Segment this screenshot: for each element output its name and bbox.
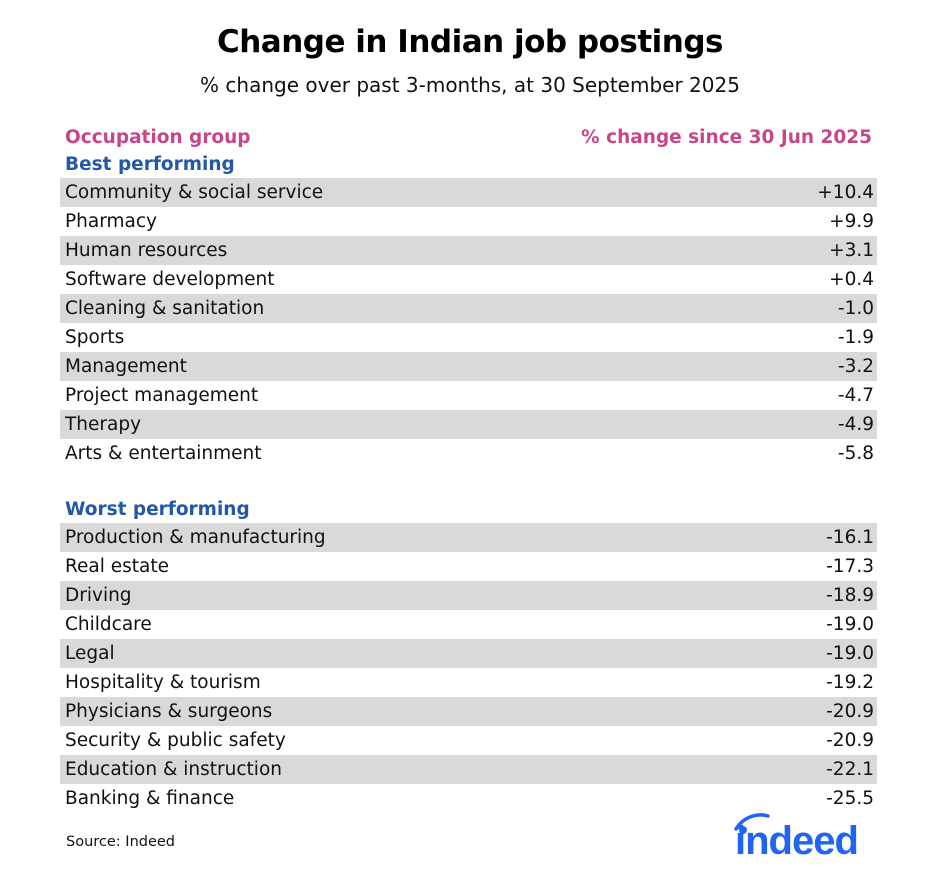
table-row: Software development +0.4 xyxy=(60,265,877,294)
percent-change-value: -20.9 xyxy=(826,701,874,722)
table-row: Banking & finance -25.5 xyxy=(60,784,877,813)
occupation-name: Legal xyxy=(65,643,115,664)
table-row: Physicians & surgeons -20.9 xyxy=(60,697,877,726)
table-row: Production & manufacturing -16.1 xyxy=(60,523,877,552)
percent-change-value: -1.9 xyxy=(837,327,874,348)
table-row: Community & social service +10.4 xyxy=(60,178,877,207)
percent-change-value: -4.9 xyxy=(837,414,874,435)
occupation-name: Project management xyxy=(65,385,259,406)
column-header-change: % change since 30 Jun 2025 xyxy=(581,127,872,148)
percent-change-value: +10.4 xyxy=(817,182,874,203)
occupation-name: Banking & finance xyxy=(65,788,235,809)
table-header: Occupation group % change since 30 Jun 2… xyxy=(60,124,877,151)
chart-title: Change in Indian job postings xyxy=(216,24,724,60)
table-row: Arts & entertainment -5.8 xyxy=(60,439,877,468)
indeed-logo-icon: indeed xyxy=(734,813,859,858)
table-row: Cleaning & sanitation -1.0 xyxy=(60,294,877,323)
group-label-best: Best performing xyxy=(65,154,235,175)
percent-change-value: +9.9 xyxy=(829,211,874,232)
percent-change-value: -18.9 xyxy=(826,585,874,606)
table-row: Education & instruction -22.1 xyxy=(60,755,877,784)
percent-change-value: -3.2 xyxy=(837,356,874,377)
percent-change-value: -4.7 xyxy=(837,385,874,406)
job-postings-table: Occupation group % change since 30 Jun 2… xyxy=(60,124,877,813)
table-row: Pharmacy +9.9 xyxy=(60,207,877,236)
percent-change-value: -1.0 xyxy=(837,298,874,319)
occupation-name: Physicians & surgeons xyxy=(65,701,273,722)
occupation-name: Childcare xyxy=(65,614,152,635)
table-row: Legal -19.0 xyxy=(60,639,877,668)
percent-change-value: +0.4 xyxy=(829,269,874,290)
percent-change-value: -22.1 xyxy=(826,759,874,780)
table-row: Human resources +3.1 xyxy=(60,236,877,265)
occupation-name: Human resources xyxy=(65,240,228,261)
occupation-name: Security & public safety xyxy=(65,730,286,751)
chart-subtitle: % change over past 3-months, at 30 Septe… xyxy=(200,73,740,97)
svg-text:indeed: indeed xyxy=(735,819,858,858)
occupation-name: Management xyxy=(65,356,187,377)
occupation-name: Driving xyxy=(65,585,132,606)
occupation-name: Education & instruction xyxy=(65,759,282,780)
occupation-name: Production & manufacturing xyxy=(65,527,326,548)
column-header-occupation: Occupation group xyxy=(65,127,251,148)
table-row: Hospitality & tourism -19.2 xyxy=(60,668,877,697)
occupation-name: Therapy xyxy=(65,414,142,435)
occupation-name: Arts & entertainment xyxy=(65,443,262,464)
percent-change-value: -19.0 xyxy=(826,643,874,664)
occupation-name: Sports xyxy=(65,327,125,348)
percent-change-value: -19.0 xyxy=(826,614,874,635)
table-row: Real estate -17.3 xyxy=(60,552,877,581)
percent-change-value: -20.9 xyxy=(826,730,874,751)
best-performing-rows: Community & social service +10.4 Pharmacy +… xyxy=(60,178,877,468)
occupation-name: Community & social service xyxy=(65,182,324,203)
occupation-name: Cleaning & sanitation xyxy=(65,298,265,319)
table-row: Childcare -19.0 xyxy=(60,610,877,639)
occupation-name: Pharmacy xyxy=(65,211,157,232)
percent-change-value: -5.8 xyxy=(837,443,874,464)
occupation-name: Software development xyxy=(65,269,275,290)
group-label-worst: Worst performing xyxy=(65,499,250,520)
table-row: Management -3.2 xyxy=(60,352,877,381)
table-row: Security & public safety -20.9 xyxy=(60,726,877,755)
table-row: Sports -1.9 xyxy=(60,323,877,352)
percent-change-value: -25.5 xyxy=(826,788,874,809)
worst-performing-rows: Production & manufacturing -16.1 Real esta… xyxy=(60,523,877,813)
table-row: Therapy -4.9 xyxy=(60,410,877,439)
table-row: Driving -18.9 xyxy=(60,581,877,610)
occupation-name: Real estate xyxy=(65,556,170,577)
occupation-name: Hospitality & tourism xyxy=(65,672,261,693)
percent-change-value: -16.1 xyxy=(826,527,874,548)
percent-change-value: +3.1 xyxy=(829,240,874,261)
group-spacer xyxy=(60,468,877,496)
source-note: Source: Indeed xyxy=(66,834,176,850)
table-row: Project management -4.7 xyxy=(60,381,877,410)
percent-change-value: -17.3 xyxy=(826,556,874,577)
percent-change-value: -19.2 xyxy=(826,672,874,693)
